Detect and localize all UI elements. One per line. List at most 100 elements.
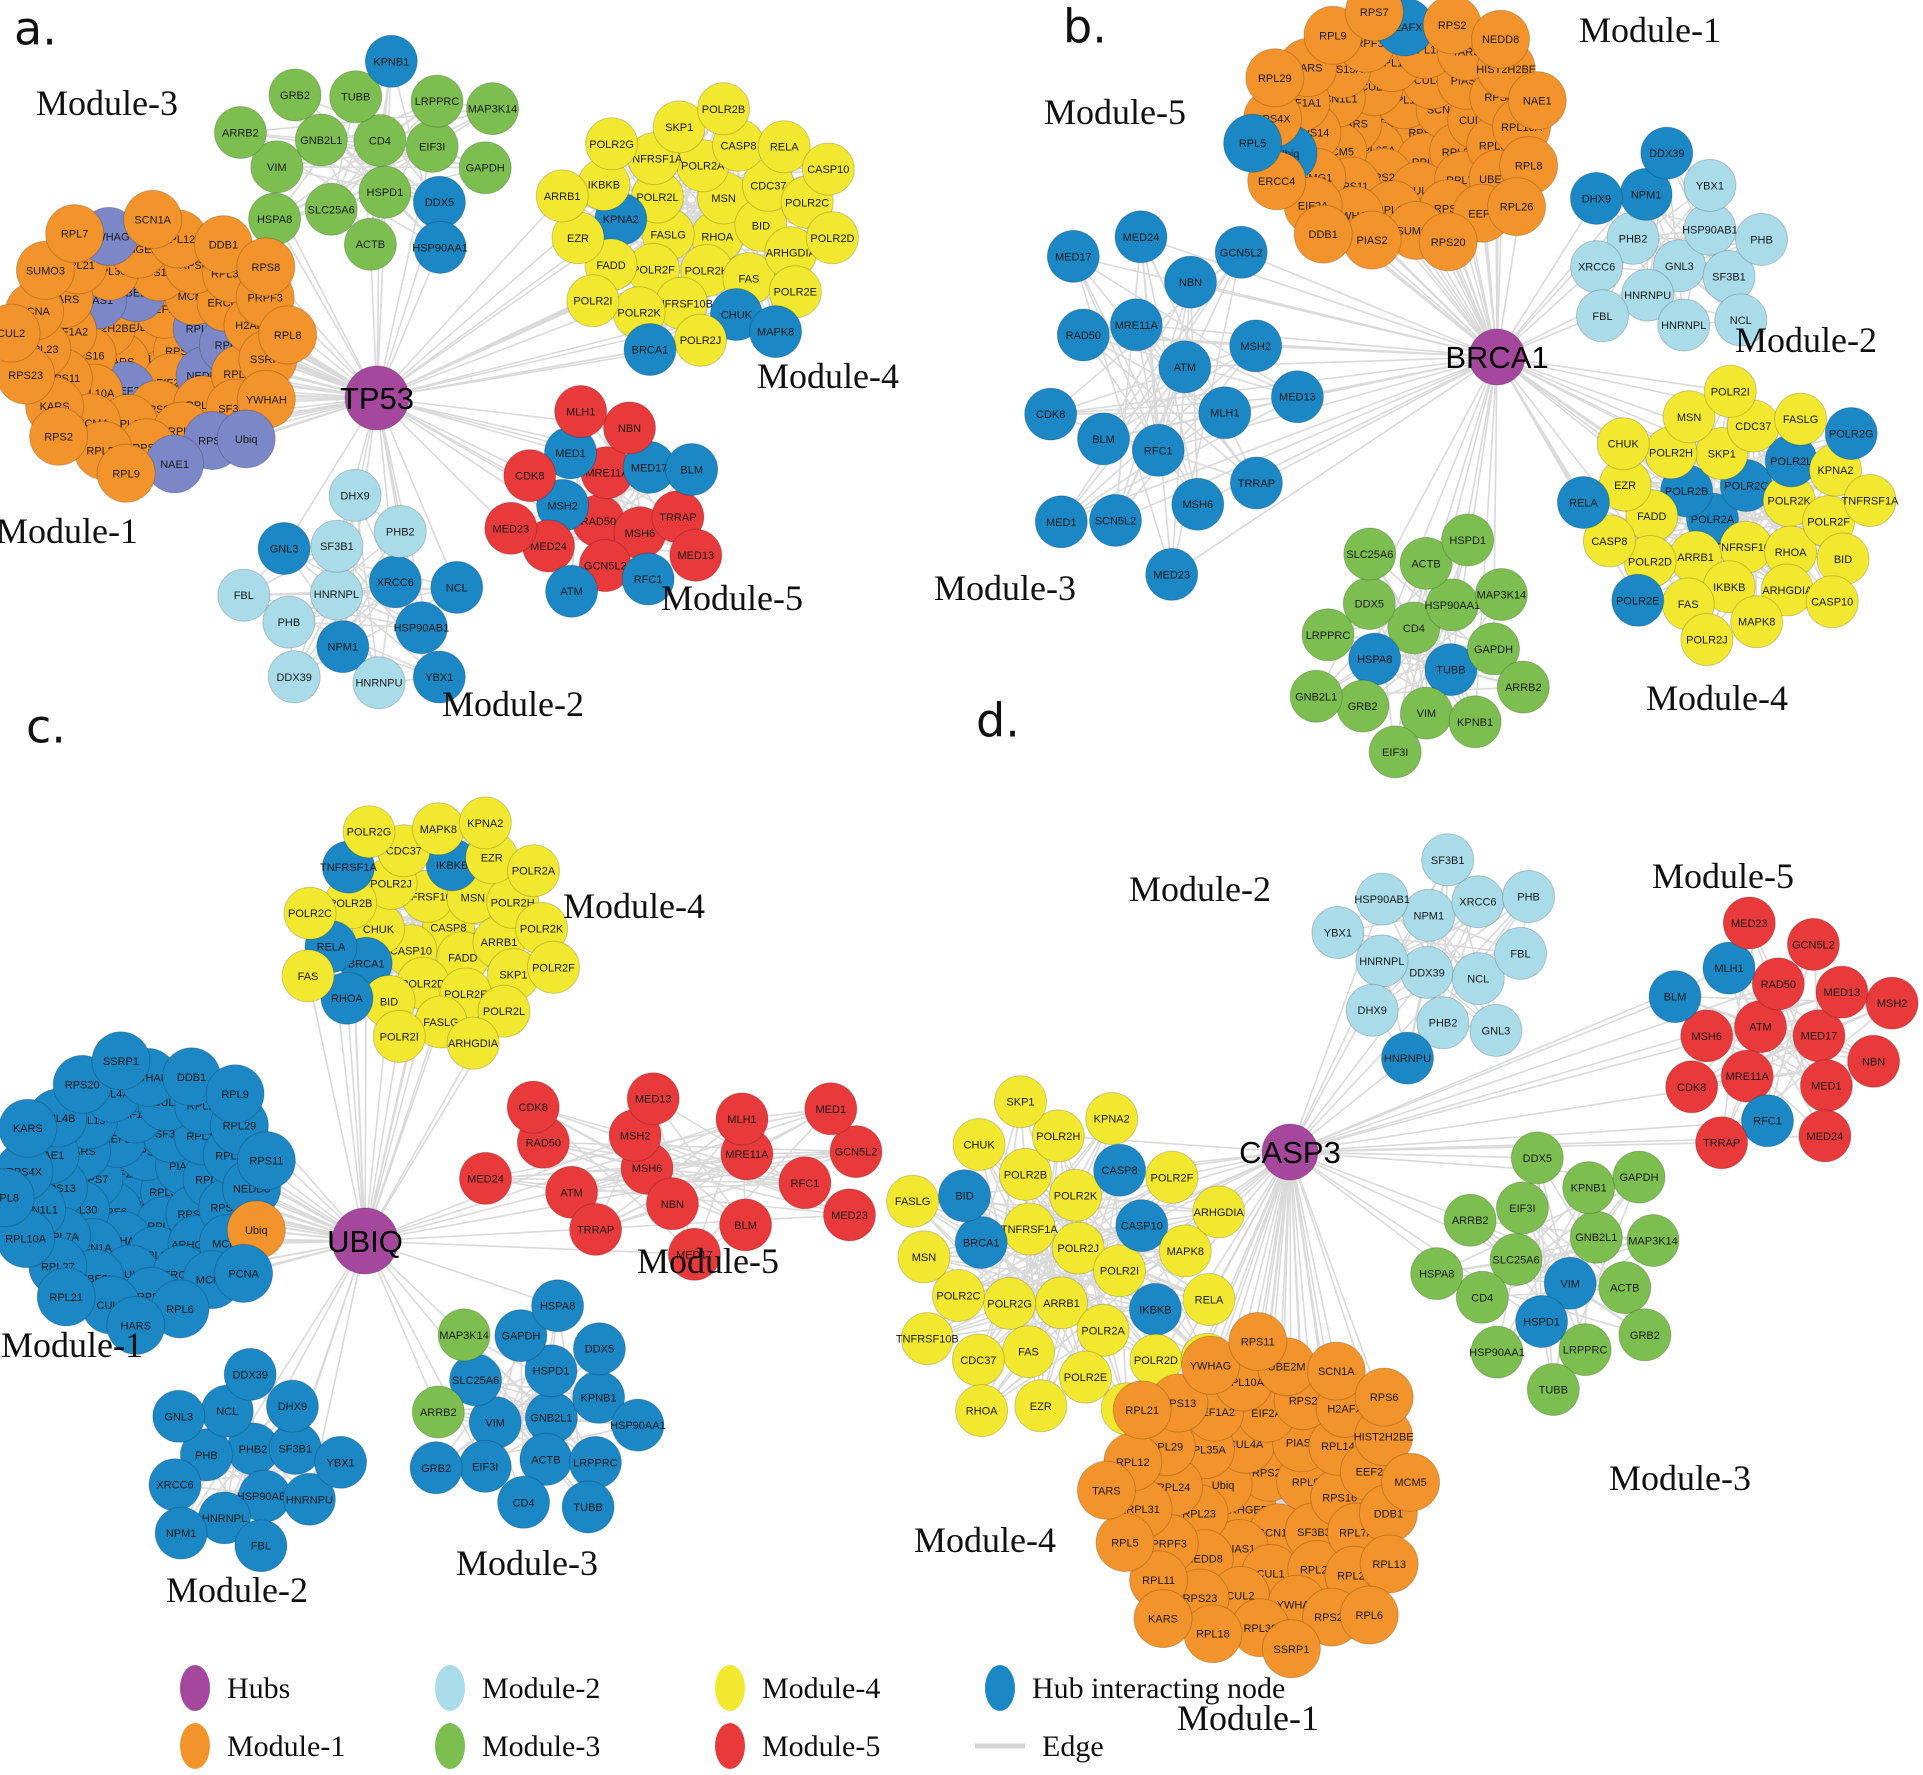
- node-circle-MED1[interactable]: [804, 1082, 858, 1136]
- node-circle-KPNB1[interactable]: [364, 34, 418, 88]
- node-circle-GRB2[interactable]: [1618, 1308, 1672, 1362]
- node-POLR2G[interactable]: POLR2G: [342, 805, 396, 859]
- node-circle-SKP1[interactable]: [994, 1075, 1047, 1129]
- node-circle-POLR2I[interactable]: [372, 1009, 426, 1063]
- node-circle-TRRAP[interactable]: [569, 1202, 623, 1256]
- node-circle-NBN[interactable]: [1847, 1034, 1901, 1088]
- node-POLR2G[interactable]: POLR2G: [983, 1276, 1037, 1330]
- node-ACTB[interactable]: ACTB: [1598, 1261, 1652, 1315]
- node-circle-CDK8[interactable]: [1024, 387, 1078, 441]
- node-circle-RAD50[interactable]: [1056, 308, 1110, 362]
- node-KPNB1[interactable]: KPNB1: [1562, 1161, 1616, 1215]
- node-BID[interactable]: BID: [1816, 532, 1870, 586]
- node-NBN[interactable]: NBN: [1847, 1034, 1901, 1088]
- node-RPL26[interactable]: RPL26: [1487, 177, 1547, 237]
- node-GRB2[interactable]: GRB2: [1618, 1308, 1672, 1362]
- node-DHX9[interactable]: DHX9: [1345, 983, 1399, 1037]
- node-SLC25A6[interactable]: SLC25A6: [304, 182, 358, 236]
- node-MAPK8[interactable]: MAPK8: [411, 802, 465, 856]
- node-circle-CASP10[interactable]: [801, 142, 855, 196]
- node-circle-GRB2[interactable]: [409, 1441, 463, 1495]
- node-circle-RFC1[interactable]: [621, 552, 675, 606]
- node-KARS[interactable]: KARS: [1133, 1589, 1193, 1649]
- node-circle-TNFRSF1A[interactable]: [1843, 474, 1897, 527]
- node-ACTB[interactable]: ACTB: [343, 217, 397, 271]
- node-POLR2B[interactable]: POLR2B: [998, 1147, 1052, 1201]
- node-circle-MAP3K14[interactable]: [1474, 568, 1528, 621]
- node-HSPD1[interactable]: HSPD1: [524, 1344, 578, 1398]
- node-GCN5L2[interactable]: GCN5L2: [1786, 917, 1840, 971]
- node-POLR2D[interactable]: POLR2D: [805, 211, 859, 265]
- node-SF3B1[interactable]: SF3B1: [268, 1422, 322, 1475]
- node-ACTB[interactable]: ACTB: [1399, 536, 1453, 590]
- node-PHB2[interactable]: PHB2: [1416, 996, 1470, 1050]
- node-RELA[interactable]: RELA: [1556, 476, 1610, 529]
- node-circle-POLR2F[interactable]: [1145, 1150, 1199, 1204]
- node-SKP1[interactable]: SKP1: [652, 100, 706, 154]
- node-POLR2I[interactable]: POLR2I: [372, 1009, 426, 1063]
- node-circle-POLR2J[interactable]: [1680, 613, 1734, 666]
- node-circle-MRE11A[interactable]: [1720, 1049, 1774, 1103]
- node-circle-RFC1[interactable]: [778, 1156, 832, 1210]
- node-GNL3[interactable]: GNL3: [152, 1389, 206, 1443]
- node-LRPPRC[interactable]: LRPPRC: [1301, 608, 1355, 662]
- node-circle-POLR2I[interactable]: [1703, 364, 1757, 418]
- node-circle-RFC1[interactable]: [1741, 1094, 1794, 1148]
- node-Ubiq[interactable]: Ubiq: [216, 409, 276, 469]
- node-SCN1A[interactable]: SCN1A: [123, 189, 183, 249]
- node-circle-ARRB2[interactable]: [1443, 1193, 1497, 1247]
- node-TNFRSF10B[interactable]: TNFRSF10B: [896, 1312, 959, 1366]
- node-MED1[interactable]: MED1: [1799, 1059, 1853, 1113]
- node-GNB2L1[interactable]: GNB2L1: [1289, 669, 1343, 723]
- node-circle-ACTB[interactable]: [1399, 536, 1453, 590]
- node-POLR2F[interactable]: POLR2F: [1145, 1150, 1199, 1204]
- node-ATM[interactable]: ATM: [545, 564, 599, 618]
- node-circle-KARS[interactable]: [1133, 1589, 1193, 1649]
- node-circle-NBN[interactable]: [1164, 255, 1217, 309]
- node-circle-POLR2G[interactable]: [585, 117, 639, 171]
- node-POLR2E[interactable]: POLR2E: [1611, 573, 1665, 627]
- node-EIF3I[interactable]: EIF3I: [405, 119, 459, 173]
- node-circle-VIM[interactable]: [1543, 1256, 1597, 1310]
- node-circle-MED17[interactable]: [1046, 229, 1100, 283]
- node-HSP90AA1[interactable]: HSP90AA1: [1469, 1325, 1525, 1379]
- node-circle-ACTB[interactable]: [343, 217, 397, 271]
- node-XRCC6[interactable]: XRCC6: [148, 1458, 202, 1512]
- node-DDX5[interactable]: DDX5: [1342, 577, 1396, 630]
- node-HSPA8[interactable]: HSPA8: [1410, 1247, 1464, 1301]
- node-LRPPRC[interactable]: LRPPRC: [568, 1435, 622, 1489]
- node-circle-MAPK8[interactable]: [749, 305, 803, 359]
- node-CDK8[interactable]: CDK8: [506, 1080, 560, 1134]
- node-circle-PHB2[interactable]: [1416, 996, 1470, 1050]
- hub-circle-BRCA1[interactable]: [1468, 328, 1526, 386]
- node-circle-SCN1A[interactable]: [1306, 1341, 1366, 1401]
- node-POLR2B[interactable]: POLR2B: [697, 82, 750, 136]
- node-POLR2F[interactable]: POLR2F: [527, 940, 580, 994]
- node-GRB2[interactable]: GRB2: [268, 68, 322, 122]
- node-circle-RPL9[interactable]: [96, 443, 156, 503]
- node-circle-HSP90AB1[interactable]: [394, 601, 448, 655]
- node-POLR2I[interactable]: POLR2I: [566, 274, 620, 328]
- node-circle-HNRNPU[interactable]: [1621, 268, 1675, 322]
- node-circle-HSP90AA1[interactable]: [1470, 1325, 1524, 1379]
- node-circle-HSP90AA1[interactable]: [611, 1398, 665, 1452]
- node-NPM1[interactable]: NPM1: [316, 620, 370, 674]
- node-POLR2I[interactable]: POLR2I: [1703, 364, 1757, 418]
- node-circle-ARRB1[interactable]: [535, 169, 589, 223]
- node-MED1[interactable]: MED1: [1034, 495, 1088, 549]
- node-TNFRSF1A[interactable]: TNFRSF1A: [1842, 474, 1900, 527]
- node-circle-FAS[interactable]: [281, 949, 335, 1003]
- node-circle-MED23[interactable]: [1145, 547, 1199, 601]
- node-circle-EIF3I[interactable]: [1495, 1181, 1549, 1235]
- node-circle-CHUK[interactable]: [1596, 417, 1650, 471]
- node-EZR[interactable]: EZR: [1014, 1379, 1068, 1433]
- node-PIAS2[interactable]: PIAS2: [1342, 210, 1402, 270]
- node-circle-VIM[interactable]: [250, 140, 304, 194]
- node-MED23[interactable]: MED23: [1722, 896, 1776, 950]
- node-circle-DDB1[interactable]: [1293, 204, 1353, 264]
- node-SCN5L2[interactable]: SCN5L2: [1089, 493, 1142, 547]
- node-circle-RPL13[interactable]: [1359, 1534, 1419, 1594]
- node-circle-MRE11A[interactable]: [1109, 298, 1163, 352]
- node-circle-ARRB2[interactable]: [411, 1385, 465, 1439]
- node-MED17[interactable]: MED17: [1792, 1009, 1846, 1063]
